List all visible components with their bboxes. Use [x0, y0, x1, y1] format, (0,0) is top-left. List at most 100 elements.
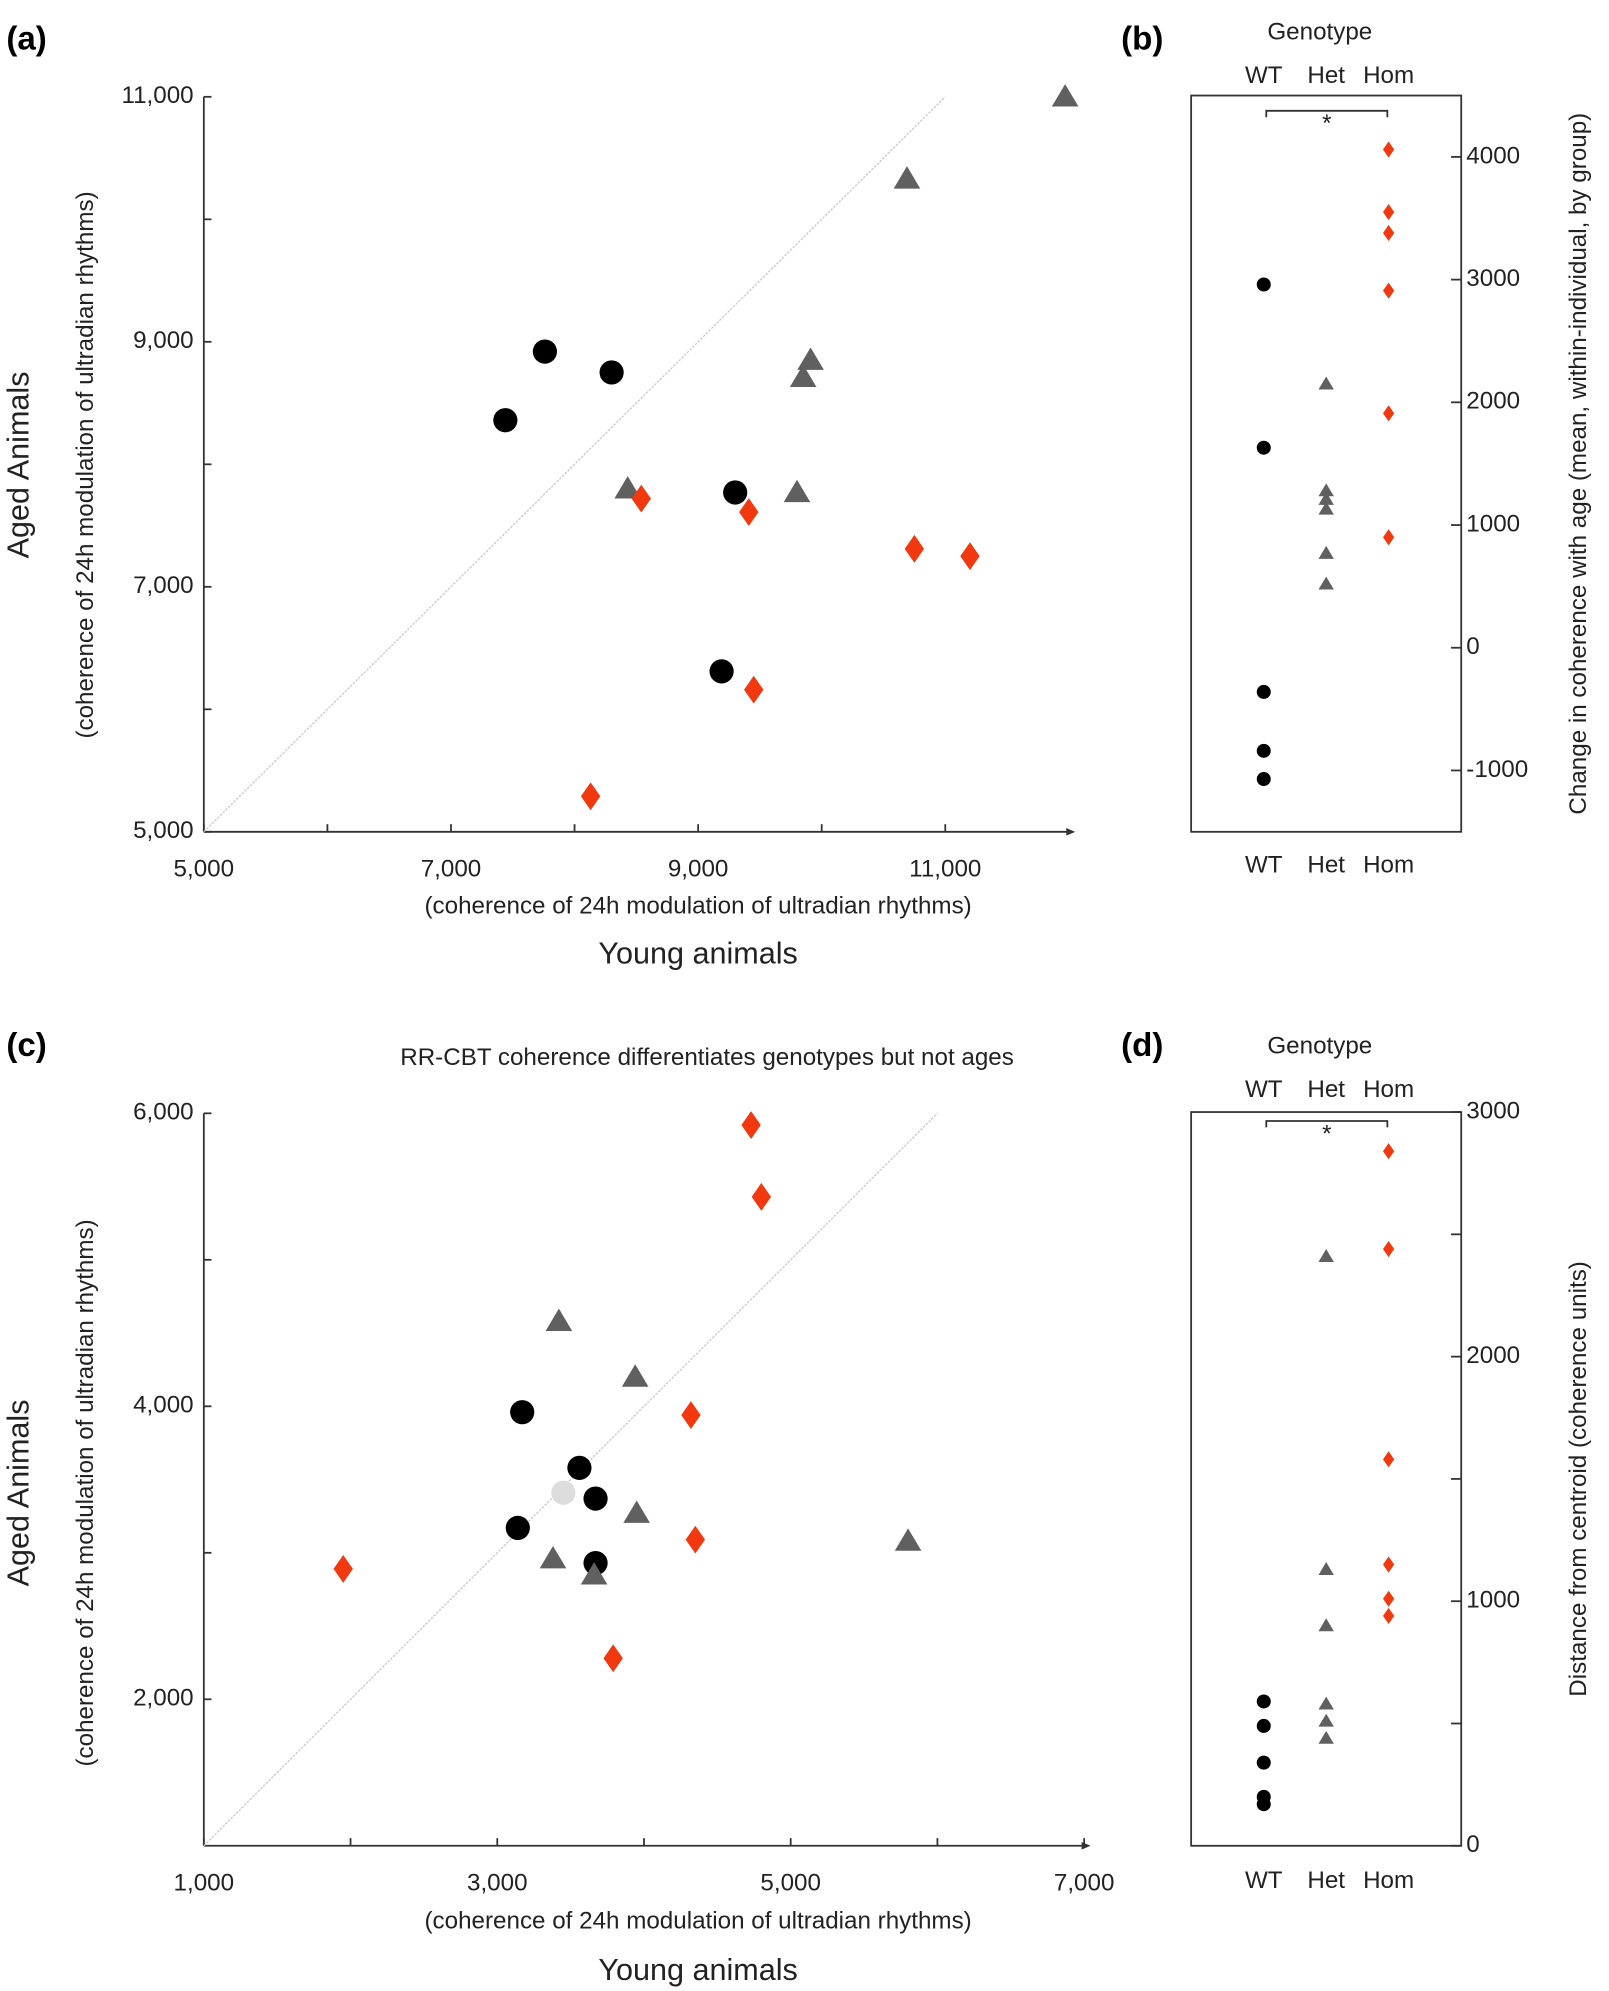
point — [960, 542, 980, 571]
x-tick-label: 5,000 — [174, 855, 235, 882]
point — [1318, 491, 1334, 505]
y-axis-label: Aged Animals — [1, 372, 35, 559]
category-label: WT — [1245, 852, 1283, 879]
x-tick-label: 7,000 — [421, 855, 482, 882]
point — [580, 1562, 608, 1585]
point — [567, 1455, 592, 1480]
point — [1256, 277, 1271, 292]
y-tick-label: 11,000 — [121, 82, 193, 109]
group-title: Genotype — [1267, 1032, 1372, 1059]
point — [894, 1528, 922, 1551]
point — [1318, 545, 1334, 559]
point — [1256, 1718, 1271, 1733]
category-label: WT — [1245, 1867, 1283, 1894]
point — [1256, 1797, 1271, 1812]
panel-label: (c) — [6, 1027, 46, 1064]
point — [709, 659, 734, 684]
y-axis-label: Distance from centroid (coherence units) — [1565, 1261, 1592, 1697]
point — [1318, 376, 1334, 390]
point — [1318, 1696, 1334, 1710]
point — [1383, 529, 1395, 546]
point — [1256, 1694, 1271, 1709]
category-label: Hom — [1363, 1867, 1414, 1894]
x-axis-label: Young animals — [598, 936, 797, 970]
y-axis-label: Change in coherence with age (mean, with… — [1565, 113, 1592, 815]
category-label: Het — [1307, 62, 1345, 89]
identity-line — [203, 96, 946, 833]
point — [1256, 743, 1271, 758]
point — [904, 534, 925, 563]
point — [551, 1480, 576, 1505]
point — [1318, 1730, 1334, 1744]
y-tick-label: 4,000 — [133, 1392, 194, 1419]
point — [603, 1644, 623, 1673]
point — [1383, 204, 1395, 221]
panel-label: (d) — [1121, 1027, 1163, 1064]
point — [1383, 1590, 1395, 1607]
y-tick-label: -1000 — [1466, 756, 1528, 783]
point — [1318, 1618, 1334, 1632]
x-tick-label: 3,000 — [467, 1869, 528, 1896]
point — [1383, 1607, 1395, 1624]
point — [685, 1525, 706, 1554]
category-label: Hom — [1363, 1076, 1414, 1103]
point — [1318, 1248, 1334, 1262]
category-label: Het — [1307, 1076, 1345, 1103]
point — [1383, 1556, 1395, 1573]
point — [505, 1515, 530, 1540]
point — [1383, 224, 1395, 242]
y-tick-label: 3000 — [1466, 1097, 1520, 1124]
point — [493, 408, 518, 433]
panel-label: (b) — [1121, 21, 1163, 58]
point — [1256, 772, 1271, 787]
point — [723, 480, 748, 505]
significance-bracket — [1265, 109, 1389, 118]
x-tick-label: 5,000 — [760, 1869, 821, 1896]
y-tick-label: 6,000 — [133, 1099, 194, 1126]
category-label: Hom — [1363, 62, 1414, 89]
x-tick-label: 1,000 — [174, 1869, 235, 1896]
point — [1383, 1451, 1395, 1468]
point — [1256, 440, 1271, 455]
x-tick-label: 7,000 — [1054, 1869, 1115, 1896]
y-tick-label: 2,000 — [133, 1685, 194, 1712]
axis-arrow — [1066, 827, 1076, 836]
category-label: Het — [1307, 852, 1345, 879]
point — [333, 1554, 353, 1583]
point — [583, 1486, 608, 1511]
point — [1318, 483, 1334, 497]
x-axis-note: (coherence of 24h modulation of ultradia… — [425, 1908, 972, 1935]
point — [545, 1308, 573, 1332]
y-tick-label: 9,000 — [133, 327, 194, 354]
point — [1051, 84, 1079, 107]
point — [1318, 1713, 1334, 1727]
point — [1383, 405, 1395, 422]
y-tick-label: 5,000 — [133, 817, 194, 844]
point — [1383, 141, 1395, 158]
point — [623, 1500, 650, 1523]
point — [532, 339, 557, 364]
point — [621, 1364, 649, 1387]
point — [739, 498, 759, 527]
x-tick-label: 11,000 — [909, 855, 981, 882]
point — [797, 347, 824, 370]
y-tick-label: 1000 — [1466, 510, 1520, 537]
point — [1383, 1240, 1395, 1258]
category-label: WT — [1245, 1076, 1283, 1103]
identity-line — [203, 1112, 938, 1847]
y-tick-label: 0 — [1466, 633, 1479, 660]
significance-label: * — [1322, 110, 1332, 137]
x-tick-label: 9,000 — [668, 855, 729, 882]
y-tick-label: 7,000 — [133, 572, 194, 599]
point — [681, 1401, 701, 1430]
point — [539, 1545, 567, 1569]
chart-title: RR-CBT coherence differentiates genotype… — [400, 1044, 1014, 1071]
significance-label: * — [1322, 1120, 1332, 1147]
point — [1318, 501, 1334, 515]
x-axis-label: Young animals — [598, 1953, 797, 1987]
point — [583, 1550, 608, 1576]
y-tick-label: 2000 — [1466, 1342, 1520, 1369]
point — [741, 1111, 761, 1139]
y-tick-label: 1000 — [1466, 1587, 1520, 1614]
point — [744, 675, 764, 704]
